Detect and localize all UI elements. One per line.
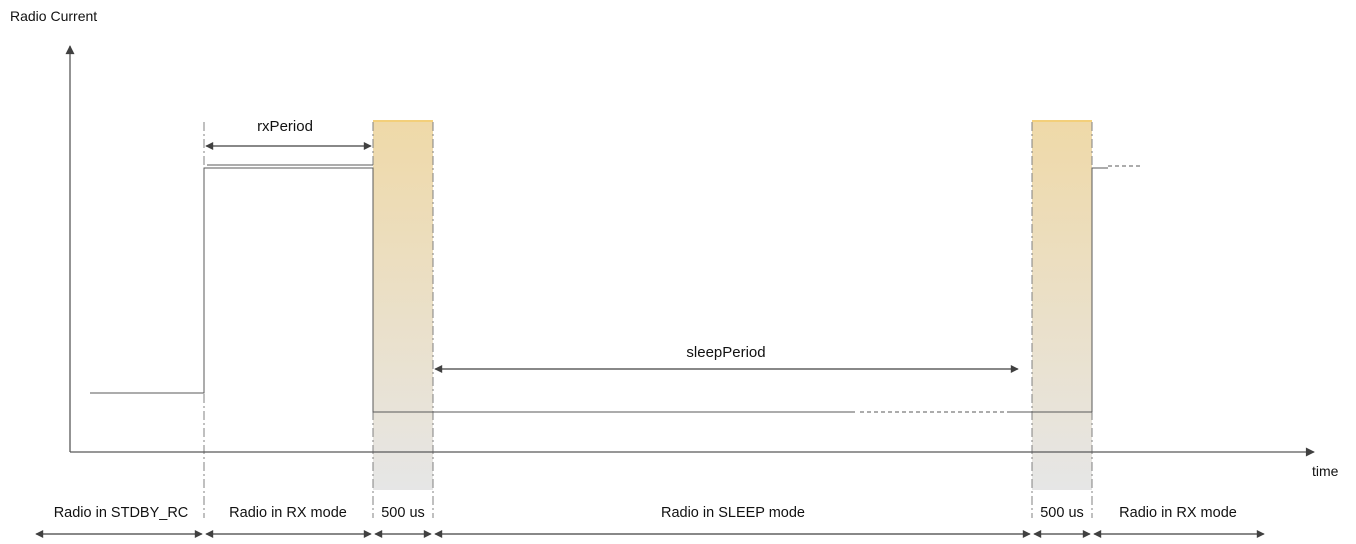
y-axis-label: Radio Current	[10, 8, 97, 24]
phase-label-sleep: Radio in SLEEP mode	[661, 505, 805, 521]
phase-label-rx: Radio in RX mode	[229, 505, 347, 521]
x-axis-label: time	[1312, 463, 1339, 479]
rx2-current-waveform	[1091, 167, 1108, 412]
sleep-period-label: sleepPeriod	[686, 344, 765, 361]
phase-label-500us-2: 500 us	[1040, 505, 1084, 521]
phase-label-rx-2: Radio in RX mode	[1119, 505, 1237, 521]
phase-label-stdby: Radio in STDBY_RC	[54, 505, 189, 521]
transition-window-1	[373, 120, 433, 490]
transition-window-2	[1032, 120, 1092, 490]
phase-label-500us-1: 500 us	[381, 505, 425, 521]
current-waveform	[90, 167, 855, 413]
rx-period-label: rxPeriod	[257, 118, 313, 135]
